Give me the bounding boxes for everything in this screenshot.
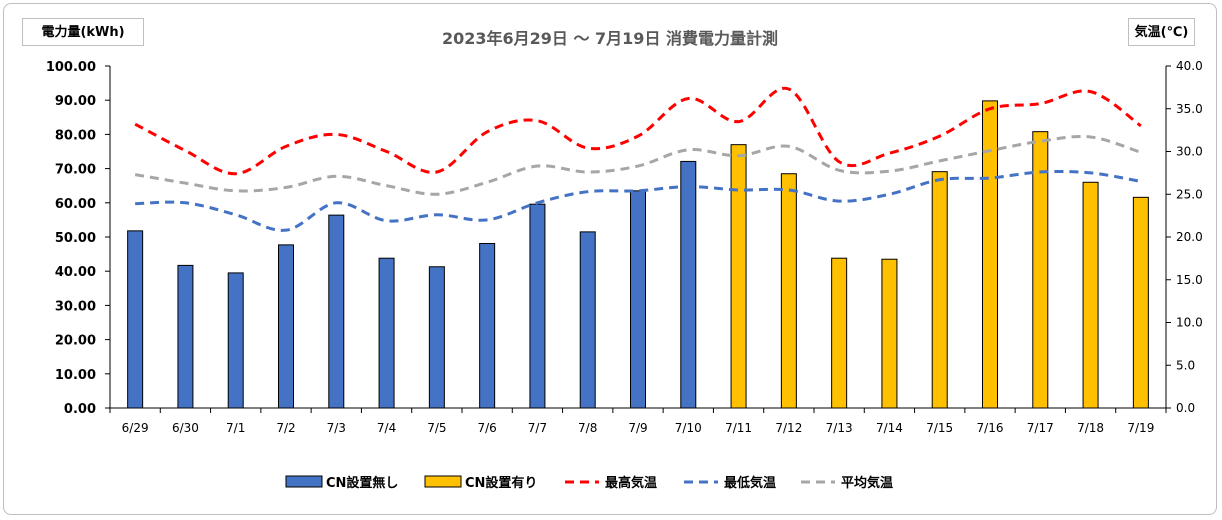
bar-with-cn-20	[1132, 196, 1149, 409]
left-tick-label: 60.00	[55, 197, 96, 212]
left-tick-label: 100.00	[46, 60, 96, 75]
x-tick-label: 6/29	[122, 421, 149, 435]
legend-max-temp-label: 最高気温	[605, 475, 657, 491]
right-axis-unit-label: 気温(℃)	[1128, 18, 1195, 46]
right-tick-label: 5.0	[1176, 358, 1195, 372]
min-temp-line	[135, 169, 1142, 232]
bar-without-cn-4	[328, 214, 345, 409]
right-tick-label: 15.0	[1176, 273, 1203, 287]
legend-cn-with-swatch	[424, 475, 462, 488]
bar-with-cn-12	[730, 144, 747, 409]
left-tick-label: 10.00	[55, 368, 96, 383]
left-tick-label: 80.00	[55, 128, 96, 143]
right-tick-label: 35.0	[1176, 102, 1203, 116]
bar-without-cn-8	[529, 203, 546, 409]
left-tick-label: 90.00	[55, 94, 96, 109]
x-tick-label: 7/9	[628, 421, 647, 435]
left-axis-unit-label: 電力量(kWh)	[22, 18, 144, 46]
avg-temp-line	[134, 135, 1142, 196]
bar-with-cn-13	[780, 173, 797, 409]
left-tick-label: 70.00	[55, 163, 96, 178]
bar-without-cn-2	[227, 272, 244, 409]
x-tick-label: 7/19	[1127, 421, 1154, 435]
legend-cn-without-label: CN設置無し	[326, 475, 398, 491]
left-tick-label: 50.00	[55, 231, 96, 246]
legend-cn-with-label: CN設置有り	[465, 475, 537, 491]
left-tick-label: 40.00	[55, 265, 96, 280]
bar-without-cn-5	[378, 257, 395, 409]
bar-with-cn-19	[1082, 181, 1099, 409]
bar-without-cn-7	[479, 242, 496, 409]
x-tick-label: 7/3	[327, 421, 346, 435]
chart-frame	[3, 3, 1217, 515]
bar-with-cn-17	[982, 100, 998, 409]
bar-with-cn-16	[931, 171, 948, 409]
left-tick-label: 0.00	[64, 402, 96, 417]
bar-without-cn-0	[127, 230, 144, 409]
right-tick-label: 30.0	[1176, 145, 1203, 159]
bar-without-cn-6	[428, 266, 445, 409]
x-tick-label: 7/6	[477, 421, 496, 435]
x-tick-label: 7/11	[725, 421, 752, 435]
right-tick-label: 25.0	[1176, 187, 1203, 201]
left-tick-label: 30.00	[55, 299, 96, 314]
x-tick-label: 7/1	[226, 421, 245, 435]
legend-cn-without-swatch	[285, 475, 323, 488]
x-tick-label: 7/14	[876, 421, 903, 435]
x-tick-label: 7/4	[377, 421, 396, 435]
x-tick-label: 7/16	[977, 421, 1004, 435]
x-tick-label: 7/5	[427, 421, 446, 435]
bar-with-cn-18	[1032, 131, 1049, 409]
x-tick-label: 7/13	[826, 421, 853, 435]
x-tick-label: 6/30	[172, 421, 199, 435]
right-tick-label: 20.0	[1176, 230, 1203, 244]
right-tick-label: 0.0	[1176, 401, 1195, 415]
bar-without-cn-1	[177, 264, 194, 409]
right-tick-label: 40.0	[1176, 59, 1203, 73]
bar-with-cn-14	[831, 257, 848, 409]
left-tick-label: 20.00	[55, 334, 96, 349]
x-tick-label: 7/18	[1077, 421, 1104, 435]
x-tick-label: 7/12	[775, 421, 802, 435]
x-tick-label: 7/17	[1027, 421, 1054, 435]
chart-title: 2023年6月29日 ～ 7月19日 消費電力量計測	[441, 29, 779, 48]
bar-without-cn-11	[680, 160, 697, 409]
bar-without-cn-3	[278, 244, 294, 409]
x-tick-label: 7/2	[276, 421, 295, 435]
bar-with-cn-15	[881, 258, 898, 409]
x-tick-label: 7/7	[528, 421, 547, 435]
bar-without-cn-10	[630, 190, 646, 409]
bar-without-cn-9	[579, 231, 596, 409]
right-tick-label: 10.0	[1176, 316, 1203, 330]
legend-min-temp-label: 最低気温	[724, 475, 776, 491]
x-tick-label: 7/8	[578, 421, 597, 435]
x-tick-label: 7/10	[675, 421, 702, 435]
x-tick-label: 7/15	[926, 421, 953, 435]
legend-avg-temp-label: 平均気温	[841, 475, 893, 491]
